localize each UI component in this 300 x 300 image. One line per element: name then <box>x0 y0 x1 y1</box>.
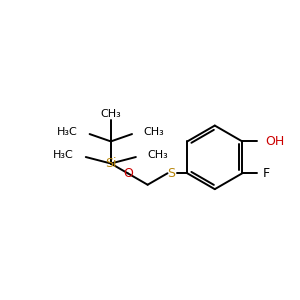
Text: CH₃: CH₃ <box>143 127 164 137</box>
Text: H₃C: H₃C <box>56 127 77 137</box>
Text: O: O <box>123 167 133 180</box>
Text: Si: Si <box>105 157 117 170</box>
Text: H₃C: H₃C <box>53 150 74 160</box>
Text: S: S <box>167 167 175 180</box>
Text: CH₃: CH₃ <box>100 109 121 119</box>
Text: OH: OH <box>265 135 284 148</box>
Text: CH₃: CH₃ <box>147 150 168 160</box>
Text: F: F <box>262 167 270 180</box>
